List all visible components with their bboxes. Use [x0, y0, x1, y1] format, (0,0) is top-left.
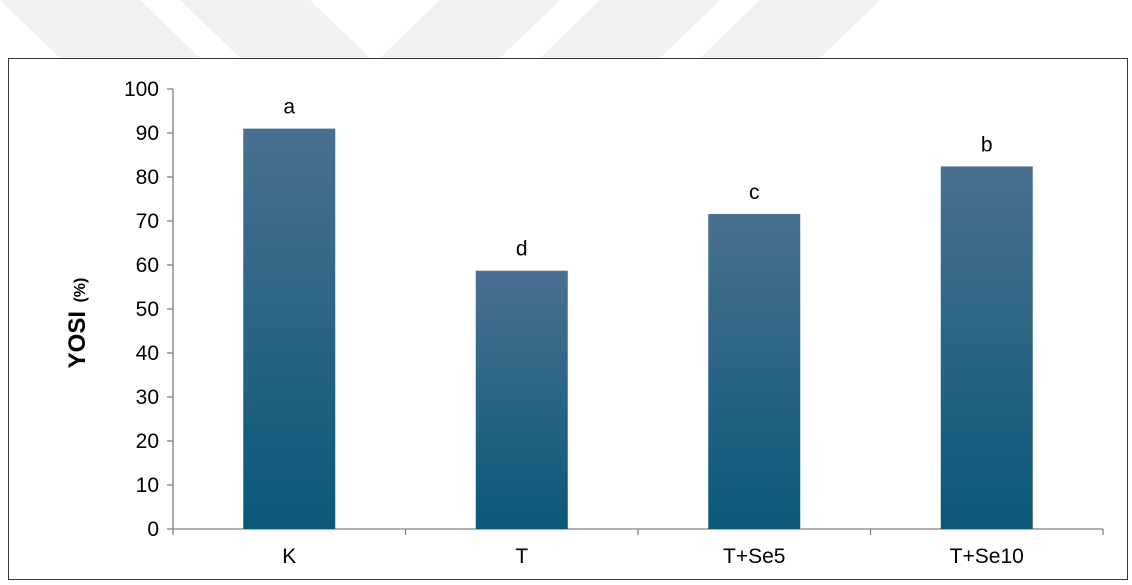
x-tick-label: T+Se5 [723, 545, 785, 568]
x-tick-label: T+Se10 [950, 545, 1024, 568]
y-tick-label: 10 [136, 474, 159, 497]
bar [941, 166, 1033, 529]
bar-data-label: c [749, 181, 760, 204]
x-tick-label: T [515, 545, 528, 568]
y-tick-label: 90 [136, 122, 159, 145]
bar [476, 271, 568, 529]
y-ticks: 0 10 20 30 40 50 60 70 80 90 100 [124, 78, 173, 541]
y-axis-title: YOSI (%) [64, 278, 91, 369]
bar-data-label: d [516, 238, 528, 261]
watermark-stripe [540, 0, 720, 58]
x-tick-label: K [282, 545, 296, 568]
y-tick-label: 80 [136, 166, 159, 189]
y-tick-label: 50 [136, 298, 159, 321]
y-axis-label: YOSI (%) [64, 278, 91, 369]
bars: a d c b [243, 96, 1033, 529]
y-tick-label: 20 [136, 430, 159, 453]
bar [708, 214, 800, 529]
y-tick-label: 30 [136, 386, 159, 409]
x-ticks: K T T+Se5 T+Se10 [173, 529, 1103, 568]
y-tick-label: 60 [136, 254, 159, 277]
y-tick-label: 70 [136, 210, 159, 233]
y-tick-label: 40 [136, 342, 159, 365]
watermark-stripe [380, 0, 560, 58]
y-tick-label: 0 [147, 518, 159, 541]
watermark-stripe [700, 0, 880, 58]
watermark-stripe [0, 0, 200, 58]
watermark-stripe [180, 0, 370, 58]
bar-chart: YOSI (%) 0 10 20 30 40 50 60 70 80 90 100 a d c b K T T… [9, 59, 1127, 579]
y-axis-label-main: YOSI [64, 311, 91, 368]
bar-data-label: a [283, 96, 295, 119]
chart-frame: YOSI (%) 0 10 20 30 40 50 60 70 80 90 100 a d c b K T T… [8, 58, 1128, 580]
y-tick-label: 100 [124, 78, 159, 101]
bar [243, 129, 335, 529]
y-axis-label-unit: (%) [72, 278, 89, 303]
bar-data-label: b [981, 133, 993, 156]
